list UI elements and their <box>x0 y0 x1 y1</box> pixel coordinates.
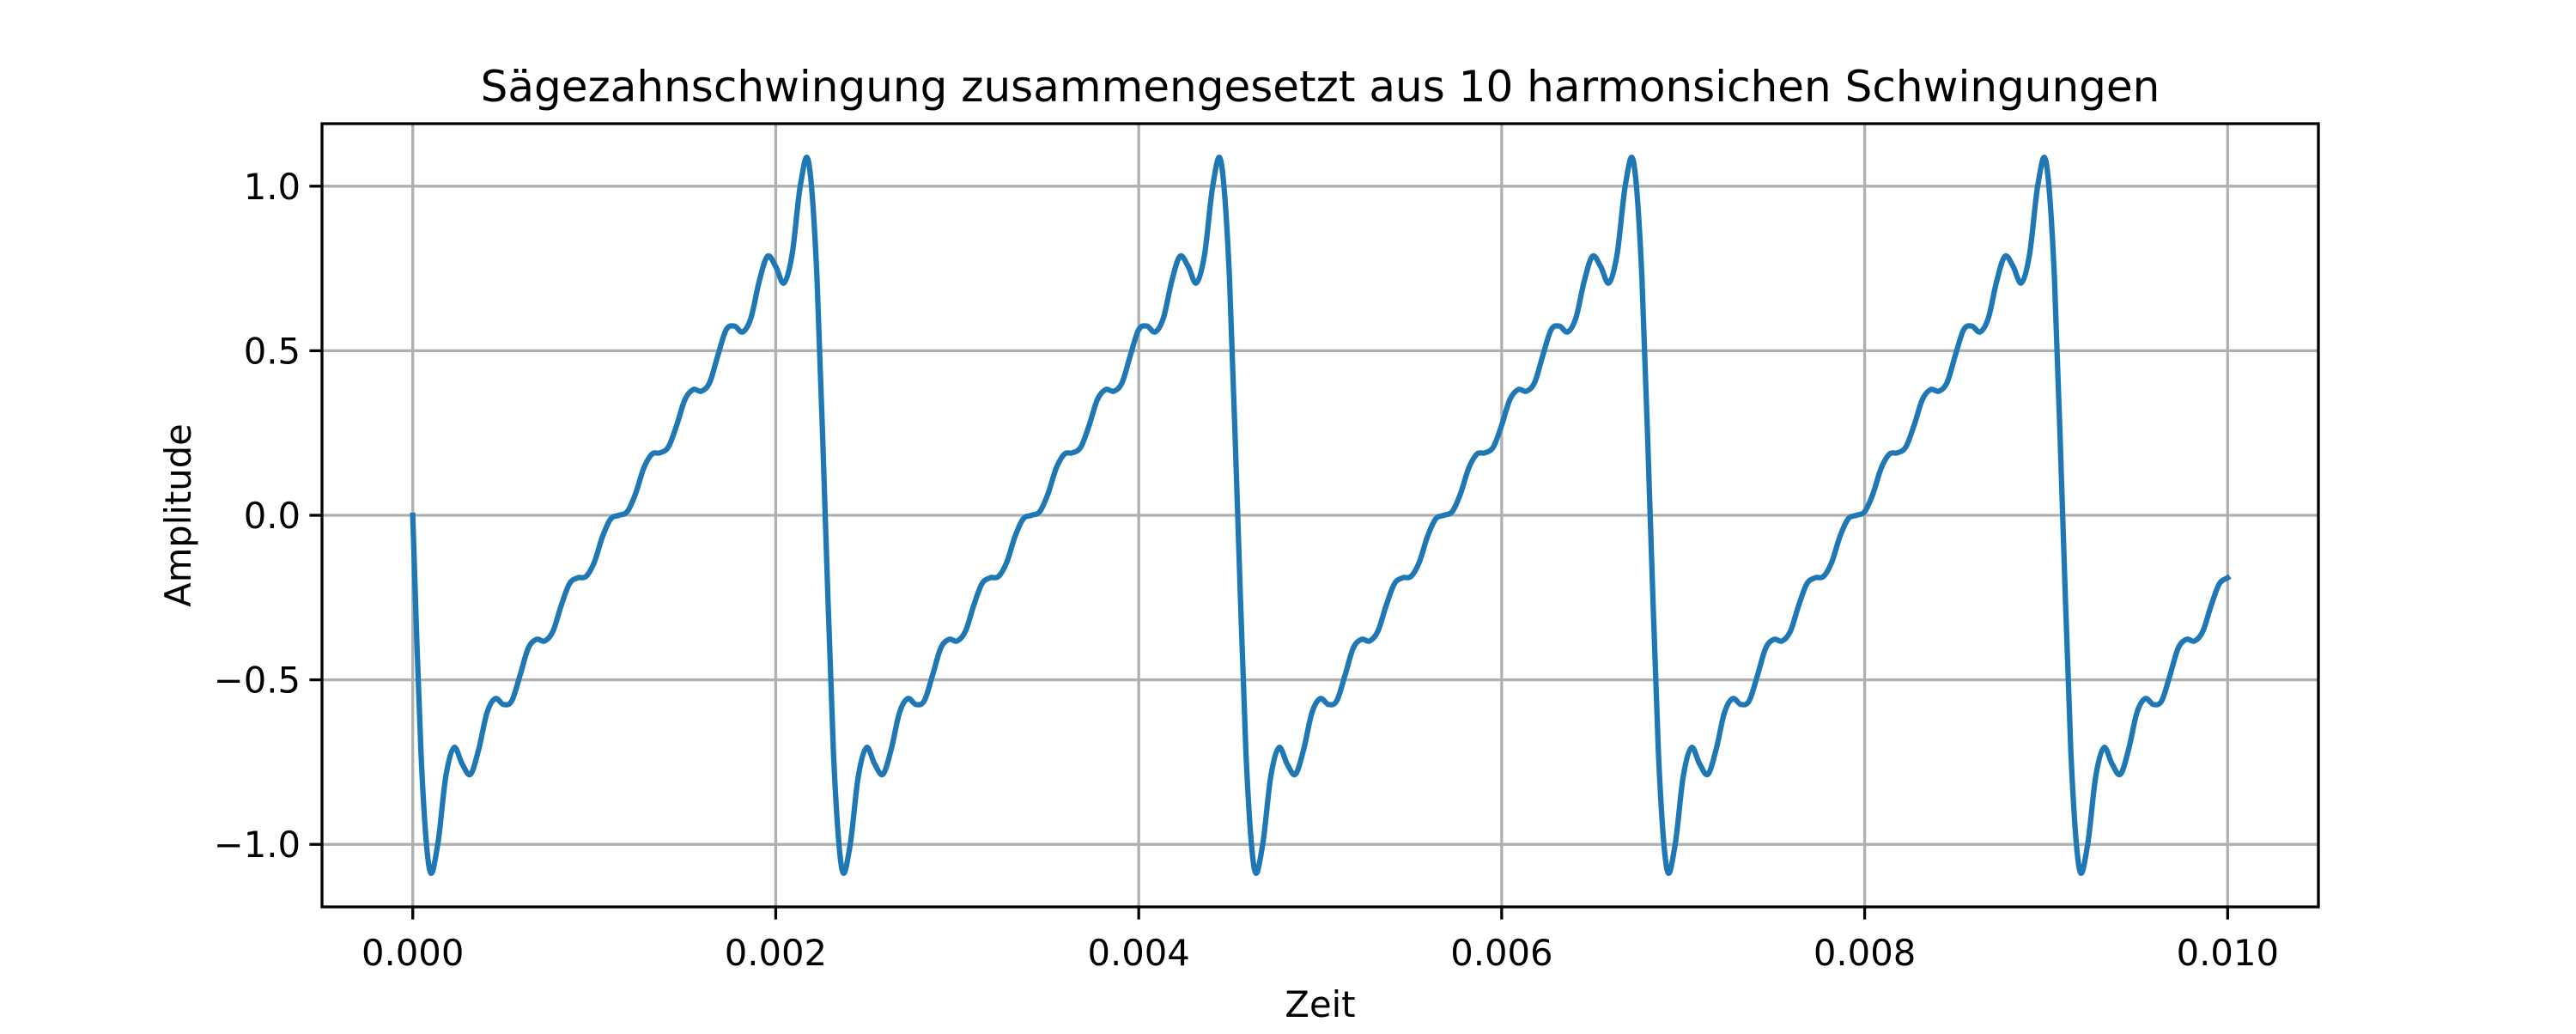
y-tick-label: −0.5 <box>214 660 301 702</box>
plot-area <box>410 155 2232 876</box>
x-axis-label: Zeit <box>1285 983 1355 1025</box>
x-tick-label: 0.000 <box>361 932 464 974</box>
y-tick-label: 1.0 <box>244 166 301 208</box>
y-tick-label: −1.0 <box>214 824 301 866</box>
y-tick-label: 0.5 <box>244 330 301 372</box>
data-line <box>410 155 2232 876</box>
x-tick-label: 0.010 <box>2177 932 2279 974</box>
ticks: 0.000 0.002 0.004 0.006 0.008 0.010 −1.0 −0.5 0.… <box>214 166 2279 974</box>
y-tick-label: 0.0 <box>244 495 301 537</box>
x-tick-label: 0.002 <box>725 932 827 974</box>
chart-title: Sägezahnschwingung zusammengesetzt aus 1… <box>481 62 2160 112</box>
x-tick-label: 0.006 <box>1450 932 1552 974</box>
x-tick-label: 0.004 <box>1087 932 1189 974</box>
y-axis-label: Amplitude <box>157 423 199 607</box>
grid <box>322 124 2318 907</box>
x-tick-label: 0.008 <box>1814 932 1916 974</box>
